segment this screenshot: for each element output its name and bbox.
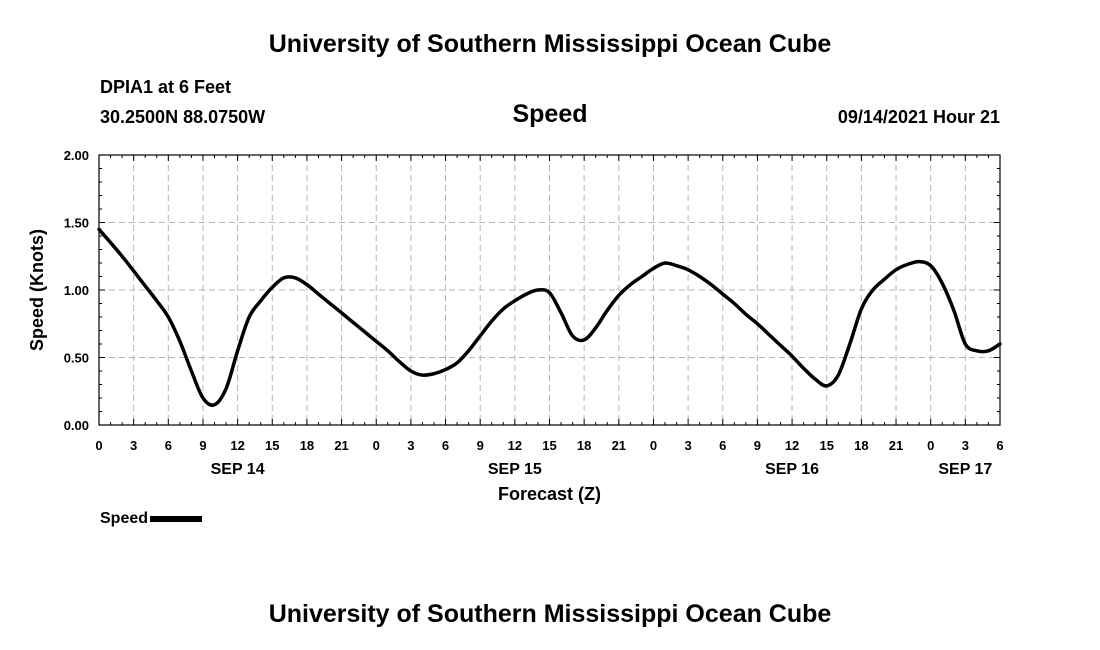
forecast-datetime: 09/14/2021 Hour 21	[837, 107, 1000, 127]
chart-title: Speed	[512, 100, 588, 128]
x-day-label: SEP 14	[211, 461, 265, 478]
legend: Speed	[100, 510, 203, 528]
x-tick-label: 12	[230, 438, 244, 453]
y-axis-title: Speed (Knots)	[27, 229, 47, 351]
x-tick-label: 15	[819, 438, 833, 453]
x-tick-label: 18	[577, 438, 591, 453]
x-tick-label: 9	[199, 438, 206, 453]
page-title-bottom: University of Southern Mississippi Ocean…	[268, 600, 832, 628]
x-tick-label: 9	[477, 438, 484, 453]
x-tick-label: 21	[334, 438, 348, 453]
x-tick-label: 3	[684, 438, 691, 453]
x-tick-label: 12	[508, 438, 522, 453]
station-label: DPIA1 at 6 Feet	[100, 77, 232, 97]
x-tick-label: 18	[300, 438, 314, 453]
x-tick-label: 12	[785, 438, 799, 453]
y-tick-label: 0.50	[64, 351, 89, 366]
x-tick-label: 6	[165, 438, 172, 453]
x-tick-label: 15	[542, 438, 556, 453]
x-tick-label: 21	[889, 438, 903, 453]
x-day-label: SEP 16	[765, 461, 819, 478]
x-tick-label: 6	[996, 438, 1003, 453]
x-tick-label: 3	[130, 438, 137, 453]
x-tick-label: 6	[719, 438, 726, 453]
x-day-label: SEP 15	[488, 461, 542, 478]
legend-line-swatch	[150, 515, 203, 522]
x-tick-label: 6	[442, 438, 449, 453]
x-tick-label: 0	[95, 438, 102, 453]
y-tick-label: 0.00	[64, 418, 89, 433]
x-tick-label: 0	[927, 438, 934, 453]
x-tick-label: 15	[265, 438, 279, 453]
series-line-speed	[97, 227, 1002, 407]
x-tick-label: 18	[854, 438, 868, 453]
y-tick-label: 2.00	[64, 148, 89, 163]
station-coordinates: 30.2500N 88.0750W	[100, 107, 266, 127]
x-tick-label: 9	[754, 438, 761, 453]
x-day-label: SEP 17	[938, 461, 992, 478]
y-tick-label: 1.00	[64, 283, 89, 298]
plot-frame	[98, 154, 1001, 426]
page-title-top: University of Southern Mississippi Ocean…	[268, 30, 832, 58]
x-tick-label: 3	[962, 438, 969, 453]
legend-label: Speed	[100, 510, 149, 527]
x-tick-label: 21	[612, 438, 626, 453]
x-tick-label: 3	[407, 438, 414, 453]
x-tick-label: 0	[373, 438, 380, 453]
y-tick-label: 1.50	[64, 216, 89, 231]
x-axis-title: Forecast (Z)	[498, 484, 601, 504]
x-tick-label: 0	[650, 438, 657, 453]
